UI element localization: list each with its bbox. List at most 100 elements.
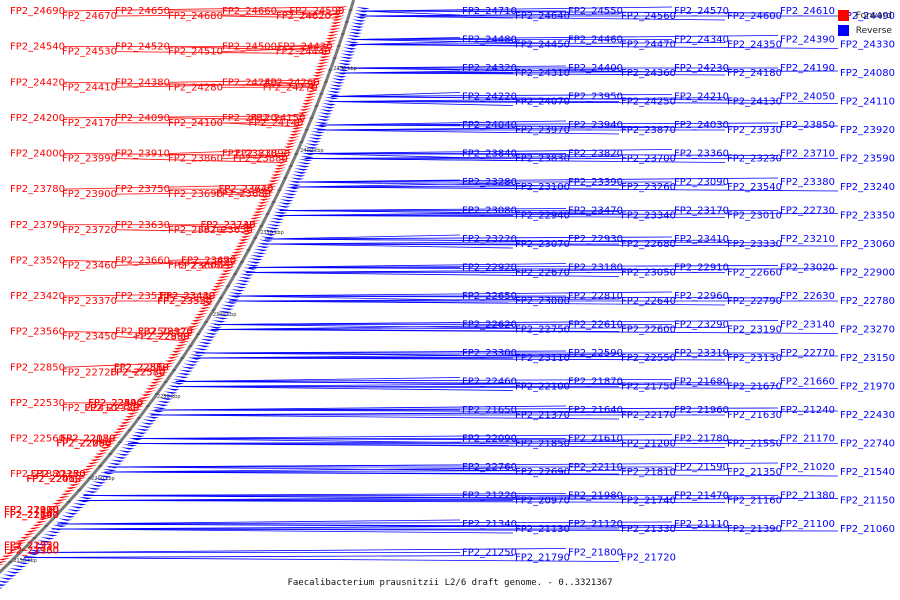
reverse-gene-label: FP2_23410 [674,234,729,245]
forward-gene-arrow [29,526,42,530]
forward-gene-arrow [105,440,118,443]
reverse-gene-label: FP2_24480 [462,35,517,46]
forward-gene-arrow [148,384,161,387]
forward-gene-arrow [35,520,48,524]
forward-gene-arrow [266,182,279,186]
reverse-gene-arrow [0,580,10,583]
forward-gene-label: FP2_23640 [218,184,273,195]
reverse-gene-label: FP2_23300 [462,348,517,359]
label-connector [168,149,286,154]
reverse-gene-label: FP2_21650 [462,405,517,416]
reverse-gene-arrow [342,47,357,50]
forward-gene-arrow [293,123,306,127]
reverse-gene-arrow [89,484,104,487]
reverse-gene-arrow [349,25,364,28]
reverse-gene-label: FP2_23850 [780,120,835,131]
reverse-gene-arrow [217,310,232,314]
forward-gene-arrow [253,210,266,214]
reverse-gene-label: FP2_21220 [462,491,517,502]
forward-gene-arrow [11,545,24,548]
forward-gene-arrow [122,418,135,421]
reverse-gene-label: FP2_23340 [621,211,676,222]
reverse-gene-label: FP2_23380 [780,177,835,188]
forward-gene-arrow [41,514,54,517]
forward-gene-label: FP2_21600 [4,510,59,521]
reverse-gene-arrow [354,10,369,13]
reverse-gene-arrow [273,211,288,214]
forward-gene-label: FP2_23440 [160,291,215,302]
reverse-gene-arrow [31,546,46,549]
reverse-gene-label: FP2_23190 [727,325,782,336]
reverse-gene-arrow [348,28,363,32]
forward-gene-arrow [32,523,45,527]
forward-gene-label: FP2_22850 [10,362,65,373]
reverse-gene-arrow [353,13,368,16]
forward-gene-arrow [171,350,184,353]
forward-gene-label: FP2_23810 [222,149,277,160]
forward-gene-arrow [113,430,126,434]
reverse-gene-arrow [274,208,289,211]
forward-gene-arrow [191,319,204,322]
forward-gene-label: FP2_22320 [84,403,139,414]
forward-gene-label: FP2_24280 [168,82,223,93]
reverse-gene-label: FP2_22110 [568,462,623,473]
forward-gene-arrow [235,244,248,248]
reverse-gene-arrow [110,459,125,462]
forward-gene-arrow [145,387,158,390]
reverse-gene-label: FP2_23870 [621,125,676,136]
reverse-gene-arrow [128,437,143,441]
forward-gene-arrow [8,548,21,552]
reverse-gene-label: FP2_24360 [621,68,676,79]
label-connector [63,259,232,265]
reverse-gene-label: FP2_24490 [840,11,895,22]
reverse-gene-label: FP2_21660 [780,377,835,388]
reverse-gene-arrow [145,416,160,419]
label-connector [221,225,248,231]
reverse-gene-label: FP2_23540 [727,182,782,193]
scale-mark: 2450 kbp [333,66,357,72]
forward-gene-label: FP2_22510 [114,362,169,373]
label-connector [331,94,673,97]
label-connector [150,410,839,416]
forward-gene-label: FP2_22380 [84,403,139,414]
reverse-gene-label: FP2_22900 [840,268,895,279]
label-connector [172,386,514,391]
forward-gene-label: FP2_23690 [168,189,223,200]
label-connector [115,369,161,373]
label-connector [304,158,726,163]
reverse-gene-arrow [120,447,135,450]
reverse-gene-label: FP2_22920 [462,263,517,274]
forward-gene-arrow [332,15,345,18]
forward-gene-arrow [0,567,2,568]
forward-gene-label: FP2_22450 [26,474,81,485]
forward-gene-label: FP2_22490 [88,398,143,409]
label-connector [361,10,461,16]
reverse-gene-arrow [347,31,362,35]
forward-gene-arrow [297,114,310,118]
reverse-gene-label: FP2_22630 [780,291,835,302]
reverse-gene-arrow [276,205,291,208]
reverse-gene-arrow [97,475,112,478]
reverse-gene-label: FP2_21610 [568,434,623,445]
forward-gene-arrow [108,436,121,440]
reverse-gene-arrow [115,453,130,456]
reverse-gene-arrow [83,490,98,493]
reverse-gene-label: FP2_23090 [674,177,729,188]
forward-gene-label: FP2_22150 [31,469,86,480]
legend-reverse-swatch [837,25,849,36]
forward-gene-arrow [120,421,133,424]
label-connector [359,15,726,21]
reverse-gene-arrow [297,162,312,165]
forward-gene-label: FP2_23890 [235,149,290,160]
reverse-gene-arrow [154,403,169,407]
reverse-gene-arrow [199,338,214,342]
reverse-gene-label: FP2_24600 [727,11,782,22]
reverse-gene-label: FP2_21390 [727,524,782,535]
label-connector [154,405,567,411]
forward-gene-label: FP2_22300 [4,505,59,516]
forward-gene-arrow [173,347,186,350]
forward-gene-arrow [298,111,311,114]
reverse-gene-arrow [149,410,164,413]
reverse-gene-arrow [107,462,122,466]
label-connector [115,82,313,88]
